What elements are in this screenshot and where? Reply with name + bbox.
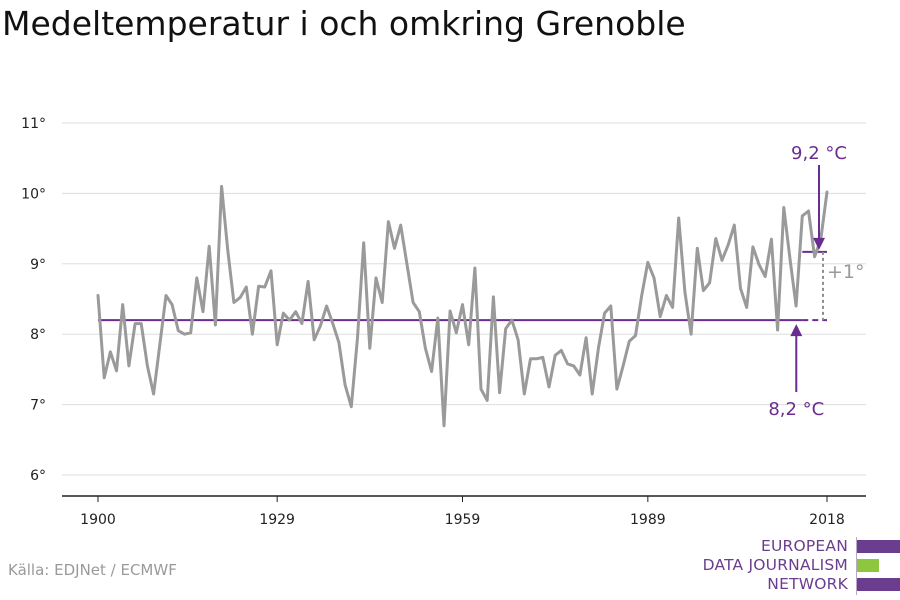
source-note: Källa: EDJNet / ECMWF <box>8 561 177 579</box>
temperature-series-line <box>96 184 829 428</box>
x-tick-label-2018: 2018 <box>809 512 845 528</box>
y-tick-label-7: 7° <box>30 398 46 414</box>
x-tick-label-1989: 1989 <box>630 512 666 528</box>
edjnet-logo[interactable]: EUROPEAN DATA JOURNALISM NETWORK <box>690 537 900 597</box>
y-tick-label-10: 10° <box>21 186 46 202</box>
logo-bar-green <box>857 559 879 572</box>
chart-title: Medeltemperatur i och omkring Grenoble <box>2 4 686 43</box>
x-tick-label-1959: 1959 <box>445 512 481 528</box>
x-tick-label-1929: 1929 <box>259 512 295 528</box>
logo-separator <box>856 537 857 595</box>
logo-bar-purple-bottom <box>857 578 900 591</box>
difference-label: +1° <box>827 261 865 283</box>
series-layer <box>96 184 829 428</box>
logo-text: EUROPEAN DATA JOURNALISM NETWORK <box>703 537 848 594</box>
y-tick-label-9: 9° <box>30 257 46 273</box>
baseline-arrow-head <box>790 324 803 337</box>
y-axis: 6° 7° 8° 9° 10° 11° <box>21 116 46 484</box>
y-tick-label-8: 8° <box>30 327 46 343</box>
x-tick-labels: 1900 1929 1959 1989 2018 <box>80 512 845 528</box>
y-tick-label-6: 6° <box>30 468 46 484</box>
y-tick-label-11: 11° <box>21 116 46 132</box>
baseline-average-label: 8,2 °C <box>768 399 824 420</box>
logo-line-2: DATA JOURNALISM <box>702 556 848 574</box>
annotations: +1° 9,2 °C 8,2 °C <box>768 143 864 420</box>
logo-line-1: EUROPEAN <box>760 537 848 555</box>
x-axis <box>62 495 866 502</box>
recent-average-label: 9,2 °C <box>791 143 847 164</box>
recent-arrow-head <box>813 237 825 250</box>
logo-bar-purple-top <box>857 540 900 553</box>
logo-line-3: NETWORK <box>767 575 848 593</box>
gridlines <box>62 122 866 476</box>
x-tick-label-1900: 1900 <box>80 512 116 528</box>
